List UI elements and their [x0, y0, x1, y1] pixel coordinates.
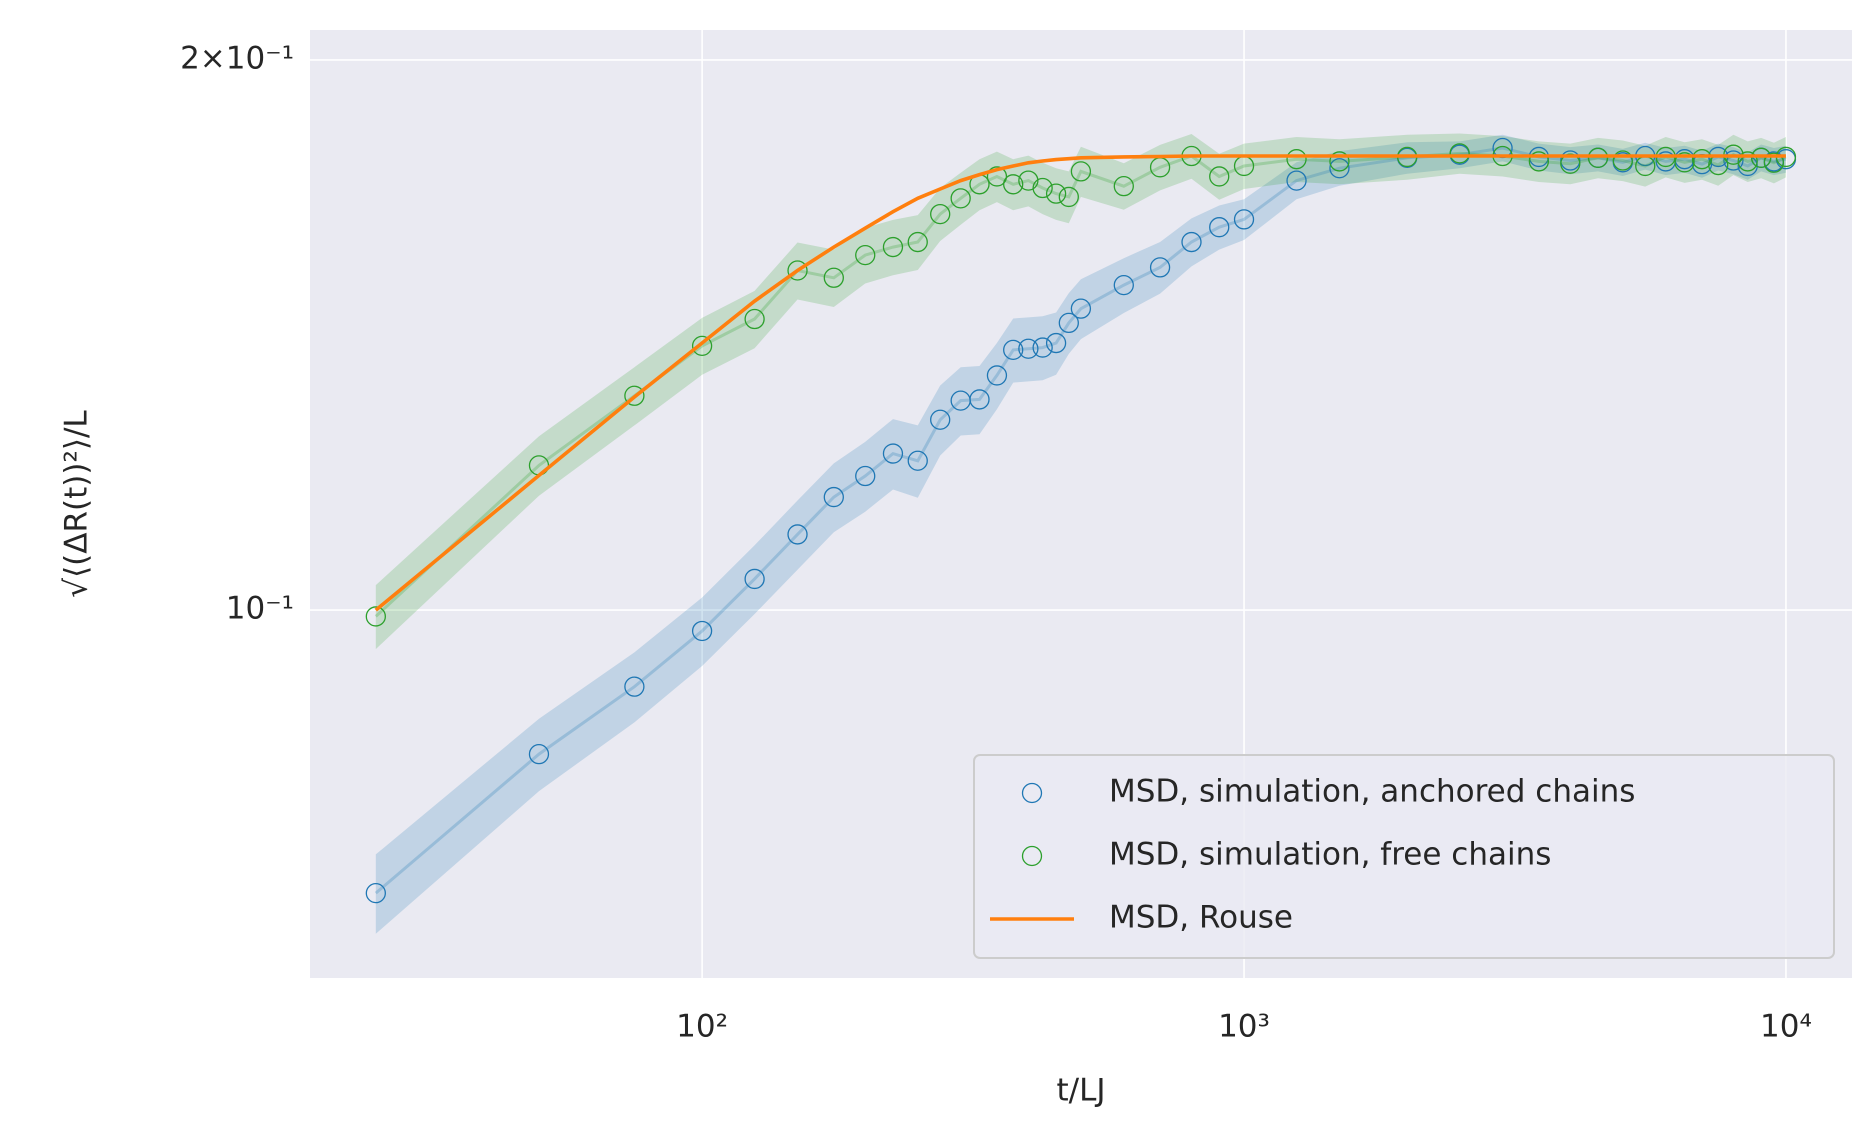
data-point	[1209, 166, 1230, 187]
data-point	[823, 486, 844, 508]
data-point	[950, 188, 971, 209]
data-point	[1070, 298, 1092, 319]
data-point	[1113, 176, 1134, 197]
error-band	[375, 134, 1786, 934]
x-axis-label: t/LJ	[1056, 1073, 1105, 1109]
data-point	[365, 882, 386, 904]
legend-label: MSD, simulation, anchored chains	[1109, 774, 1635, 810]
y-axis-label: √⟨(ΔR(t))²⟩/L	[59, 410, 95, 598]
series-trace	[374, 151, 1787, 618]
y-tick-label: 10⁻¹	[226, 591, 294, 627]
legend-label: MSD, simulation, free chains	[1109, 837, 1551, 873]
data-point	[744, 568, 765, 590]
data-point	[1045, 332, 1067, 354]
data-point	[986, 166, 1008, 187]
x-tick-label: 10³	[1218, 1009, 1270, 1045]
data-point	[691, 335, 713, 357]
data-point	[907, 450, 928, 471]
x-tick-label: 10⁴	[1760, 1009, 1812, 1045]
data-point	[1045, 183, 1067, 204]
data-point	[1763, 152, 1785, 173]
data-point	[1058, 186, 1079, 208]
data-point	[787, 524, 808, 545]
legend-box	[973, 754, 1835, 959]
data-point	[1329, 158, 1350, 179]
data-point	[1560, 153, 1581, 174]
data-point	[855, 465, 876, 487]
data-point	[1058, 312, 1079, 334]
data-point	[823, 267, 844, 288]
data-point	[1113, 274, 1134, 296]
data-point	[528, 743, 550, 765]
data-point	[1003, 174, 1024, 195]
data-point	[1286, 170, 1307, 191]
data-point	[1723, 150, 1744, 171]
data-point	[624, 676, 645, 697]
data-point	[1018, 338, 1039, 359]
legend-marker	[1021, 845, 1043, 867]
data-point	[1018, 170, 1039, 191]
data-point	[1587, 147, 1609, 168]
data-point	[1286, 149, 1307, 170]
data-point	[1750, 147, 1772, 168]
data-point	[1737, 151, 1758, 172]
legend-label: MSD, Rouse	[1109, 900, 1293, 936]
data-point	[1528, 151, 1550, 172]
data-point	[986, 365, 1008, 386]
data-point	[882, 443, 904, 464]
data-point	[1032, 177, 1053, 199]
data-point	[1209, 217, 1230, 238]
x-tick-label: 10²	[676, 1009, 728, 1045]
data-point	[1233, 209, 1255, 230]
data-point	[624, 385, 645, 406]
series-trace	[374, 146, 1787, 895]
error-band	[375, 133, 1786, 650]
plot-layer	[365, 133, 1797, 934]
series-line	[374, 154, 1786, 612]
data-point	[365, 606, 386, 627]
data-point	[969, 389, 990, 410]
data-point	[1181, 231, 1202, 253]
data-point	[930, 203, 951, 225]
legend-marker	[1021, 782, 1043, 804]
data-point	[691, 620, 713, 642]
data-point	[1674, 152, 1695, 173]
data-point	[787, 260, 808, 281]
data-point	[907, 231, 928, 253]
data-point	[1449, 143, 1470, 164]
y-tick-label: 2×10⁻¹	[180, 40, 294, 76]
data-point	[1070, 161, 1092, 182]
data-point	[1329, 151, 1350, 172]
data-point	[855, 244, 876, 266]
data-point	[1612, 150, 1633, 171]
data-point	[1032, 337, 1053, 358]
data-point	[744, 308, 765, 330]
data-point	[882, 236, 904, 258]
data-point	[930, 409, 951, 430]
data-point	[1003, 339, 1024, 361]
data-point	[1149, 257, 1171, 278]
